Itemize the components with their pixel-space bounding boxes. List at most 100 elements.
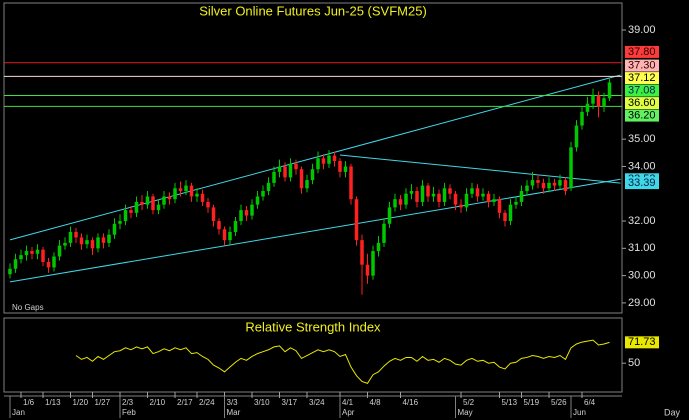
month-label: Jan [12, 408, 25, 417]
candle-body [145, 196, 150, 205]
candle-body [57, 245, 62, 257]
y-tick-label: 35.00 [628, 133, 656, 145]
candle-body [415, 191, 419, 202]
candle-body [272, 171, 276, 183]
candle-body [151, 196, 155, 211]
x-tick-label: 2/24 [199, 398, 215, 407]
candle-body [46, 261, 51, 268]
marks: 39.00 35.00 34.00 32.00 31.00 30.00 29.00 37.80… [4, 24, 659, 418]
candle-body [283, 166, 287, 178]
candle-body [497, 199, 502, 213]
indicator-line [75, 339, 610, 384]
candle-body [217, 221, 221, 230]
candle-body [178, 188, 183, 192]
candle-body [453, 193, 458, 205]
candle-body [189, 185, 194, 197]
candle-body [112, 223, 117, 235]
y-tick-label: 39.00 [628, 24, 656, 36]
candle-body [118, 221, 122, 224]
candle-body [96, 237, 100, 249]
candle-body [24, 251, 29, 256]
candle-body [195, 193, 199, 197]
candle-body [167, 196, 172, 200]
x-tick-label: 5/13 [502, 398, 518, 407]
y-tick-label: 31.00 [628, 242, 656, 254]
candle-body [519, 191, 524, 202]
candle-body [530, 180, 535, 186]
x-tick-label: 3/17 [282, 398, 298, 407]
level-label: 36.60 [628, 97, 656, 109]
trendline [339, 154, 621, 184]
candle-body [332, 155, 337, 162]
candle-body [85, 240, 89, 245]
y-tick-label: 34.00 [628, 160, 656, 172]
candle-body [574, 125, 579, 148]
candle-body [541, 182, 546, 189]
x-tick-label: 3/3 [227, 398, 239, 407]
candle-body [547, 182, 551, 189]
candle-body [525, 185, 529, 192]
level-box [625, 72, 659, 85]
trendline-label: 33.39 [628, 177, 656, 189]
level-label: 37.80 [628, 46, 656, 58]
candle-body [277, 166, 282, 172]
candle-body [107, 234, 111, 243]
candle-body [233, 221, 238, 232]
x-tick-label: 5/2 [463, 398, 475, 407]
candle-body [52, 256, 56, 268]
month-label: Feb [122, 408, 136, 417]
trendline [9, 178, 621, 283]
month-label: May [458, 408, 473, 417]
candle-body [316, 158, 320, 170]
candle-body [387, 207, 392, 224]
x-tick-label: 3/10 [254, 398, 270, 407]
candle-body [607, 82, 612, 99]
candle-body [343, 166, 348, 172]
level-label: 37.12 [628, 72, 656, 84]
level-box [625, 84, 659, 97]
candle-body [459, 204, 463, 208]
candle-body [349, 166, 353, 200]
candle-body [134, 201, 139, 213]
candle-body [431, 193, 436, 197]
candle-body [552, 182, 557, 186]
x-tick-label: 6/4 [584, 398, 596, 407]
candle-body [558, 180, 562, 186]
candle-body [41, 249, 45, 262]
period-label: Day [664, 407, 681, 417]
candle-body [90, 240, 95, 249]
candle-body [321, 158, 326, 164]
chart-title: Silver Online Futures Jun-25 (SVFM25) [199, 3, 427, 18]
trendline-box [625, 177, 659, 190]
candle-body [129, 210, 133, 213]
candle-body [420, 185, 425, 202]
x-tick-label: 1/6 [23, 398, 35, 407]
candle-body [244, 210, 249, 216]
candle-body [79, 237, 84, 245]
candle-body [508, 204, 513, 222]
candle-body [437, 193, 441, 202]
month-label: Mar [227, 408, 241, 417]
level-box [625, 59, 659, 72]
candle-body [19, 255, 23, 260]
candle-body [393, 199, 397, 208]
candle-body [360, 240, 364, 265]
candle-body [602, 98, 606, 107]
y-tick-label: 29.00 [628, 297, 656, 309]
x-tick-label: 4/1 [342, 398, 354, 407]
level-box [625, 45, 659, 58]
month-label: Jun [573, 408, 586, 417]
x-tick-label: 2/17 [177, 398, 193, 407]
level-label: 37.08 [628, 84, 656, 96]
x-tick-label: 2/3 [122, 398, 134, 407]
x-tick-label: 1/13 [45, 398, 61, 407]
y-tick-label: 30.00 [628, 270, 656, 282]
candle-body [382, 223, 386, 243]
candle-body [30, 251, 34, 254]
candle-body [206, 201, 210, 208]
level-label: 37.30 [628, 59, 656, 71]
candle-body [288, 163, 293, 178]
indicator-value-label: 71.73 [628, 336, 656, 348]
candle-body [596, 95, 601, 107]
candle-body [569, 147, 573, 189]
